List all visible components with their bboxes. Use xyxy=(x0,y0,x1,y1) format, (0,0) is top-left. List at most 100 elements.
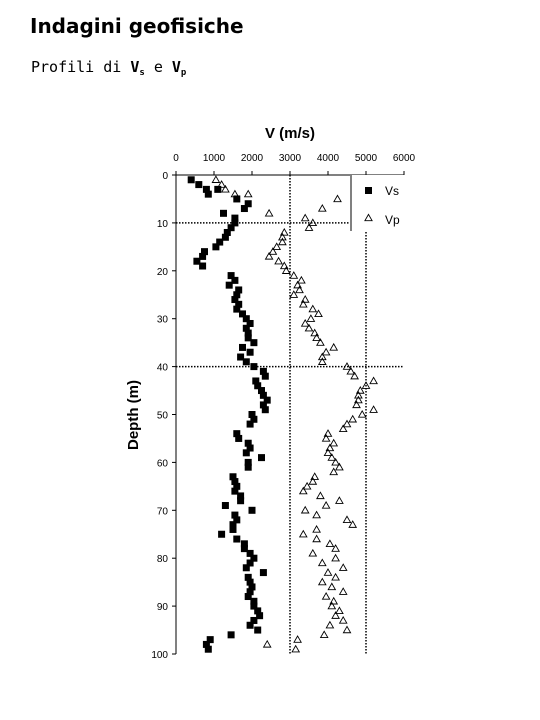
vp-point xyxy=(354,395,363,404)
vs-point xyxy=(250,554,258,562)
vp-point xyxy=(346,366,356,375)
vs-point xyxy=(233,535,241,543)
vp-point xyxy=(306,314,316,322)
vs-point xyxy=(254,607,262,615)
vs-point xyxy=(214,185,222,193)
vs-point xyxy=(246,588,254,596)
y-tick-label: 30 xyxy=(157,315,169,326)
vs-point xyxy=(225,281,233,289)
vp-subscript: p xyxy=(180,68,187,78)
vp-point xyxy=(321,433,331,442)
vp-point xyxy=(262,639,272,648)
x-tick-label: 3000 xyxy=(279,153,302,164)
vp-point xyxy=(316,338,325,346)
vp-point xyxy=(321,347,331,356)
vs-point xyxy=(229,525,237,533)
vp-point xyxy=(278,237,287,246)
vp-point xyxy=(357,409,367,418)
vs-point xyxy=(193,257,201,265)
vp-point xyxy=(317,577,327,586)
vs-point xyxy=(252,377,260,385)
vs-point xyxy=(237,492,245,500)
vp-point xyxy=(319,630,329,638)
y-axis-label: Depth (m) xyxy=(125,380,142,450)
vs-point xyxy=(258,387,265,395)
vs-point xyxy=(244,200,252,208)
vp-point xyxy=(342,625,352,634)
axes xyxy=(175,174,404,654)
vp-point xyxy=(308,548,318,557)
vp-point xyxy=(321,592,331,600)
vp-point xyxy=(331,457,340,466)
vs-point xyxy=(233,482,241,490)
vp-point xyxy=(308,218,318,227)
vs-point xyxy=(201,248,208,256)
series-vs xyxy=(187,176,271,653)
vp-point xyxy=(289,271,299,279)
vp-point xyxy=(348,520,358,528)
vp-point xyxy=(279,261,289,270)
vs-point xyxy=(221,502,229,510)
vs-point xyxy=(250,616,258,624)
y-tick-label: 70 xyxy=(157,506,169,517)
vs-point xyxy=(240,205,248,213)
vs-point xyxy=(229,521,237,529)
vs-point xyxy=(248,411,256,418)
x-tick-label: 4000 xyxy=(317,153,340,164)
vp-point xyxy=(297,275,306,284)
vp-point xyxy=(323,448,333,456)
vs-point xyxy=(250,363,258,371)
vs-point xyxy=(199,262,207,270)
vp-point xyxy=(308,304,318,313)
vp-point xyxy=(298,529,308,538)
vp-point xyxy=(298,486,308,495)
vs-point xyxy=(250,339,258,347)
vp-point xyxy=(300,505,310,514)
vs-point xyxy=(244,458,252,466)
x-tick-label: 0 xyxy=(173,153,179,164)
legend-vs-label: Vs xyxy=(385,184,399,198)
x-tick-label: 2000 xyxy=(241,153,264,164)
y-tick-label: 10 xyxy=(157,219,169,230)
vp-point xyxy=(335,462,344,471)
legend-vp-marker xyxy=(364,213,373,222)
vp-point xyxy=(304,323,314,332)
vs-point xyxy=(187,176,195,184)
vp-point xyxy=(310,472,320,480)
vs-point xyxy=(223,228,231,236)
vp-point xyxy=(335,496,344,504)
vs-point xyxy=(246,621,254,629)
vs-point xyxy=(250,415,258,423)
vs-point xyxy=(216,238,224,246)
vp-point xyxy=(291,644,301,653)
vs-point xyxy=(244,334,252,342)
vp-symbol: V xyxy=(171,58,181,76)
subtitle-conjunction: e xyxy=(144,58,172,76)
vp-point xyxy=(211,175,221,183)
vs-point xyxy=(246,319,254,327)
vp-point xyxy=(314,309,323,318)
vp-point xyxy=(352,400,361,409)
vs-point xyxy=(244,439,252,447)
vs-point xyxy=(244,463,252,471)
vs-point xyxy=(242,449,250,457)
series-vp xyxy=(211,175,378,653)
vp-point xyxy=(354,390,363,399)
vs-point xyxy=(261,372,269,380)
vs-point xyxy=(263,396,271,404)
vs-point xyxy=(246,444,254,452)
vs-point xyxy=(246,559,254,567)
legend-vs-marker xyxy=(365,187,372,194)
vs-point xyxy=(248,583,256,591)
vs-point xyxy=(231,219,239,227)
legend-vp-label: Vp xyxy=(385,213,400,227)
vs-point xyxy=(206,636,214,644)
vp-point xyxy=(361,381,371,389)
x-tick-label: 6000 xyxy=(393,153,416,164)
vp-point xyxy=(342,362,352,370)
vp-point xyxy=(264,251,274,260)
vs-point xyxy=(233,430,241,438)
vs-point xyxy=(259,391,267,399)
vs-symbol: V xyxy=(130,58,140,76)
vp-point xyxy=(338,563,348,571)
